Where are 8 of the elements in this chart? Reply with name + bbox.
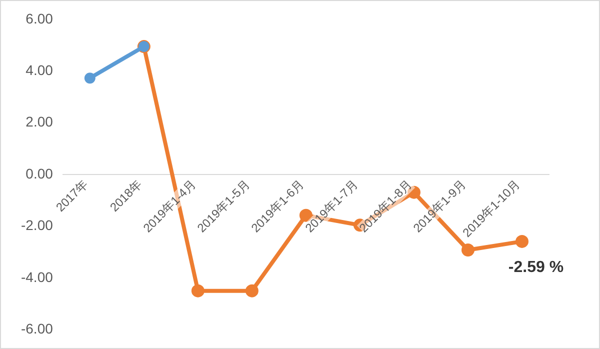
y-tick-label: -6.00	[20, 320, 54, 336]
y-tick-label: 6.00	[26, 10, 54, 26]
y-tick-label: 2.00	[26, 114, 54, 130]
y-tick-label: 0.00	[26, 165, 54, 182]
annotation: -2.59 %	[508, 258, 564, 276]
y-tick-label: 4.00	[26, 62, 54, 78]
y-tick-label: -4.00	[20, 268, 54, 285]
y-tick-label: -2.00	[20, 217, 54, 234]
